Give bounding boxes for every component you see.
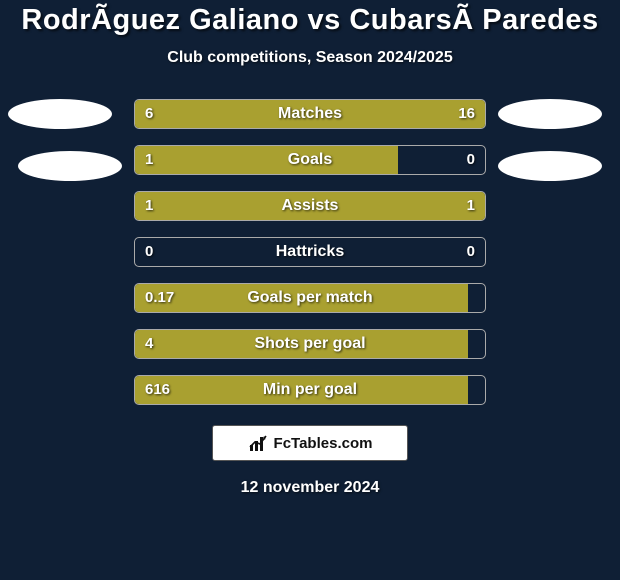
stat-row: 616Min per goal	[134, 375, 486, 405]
player-badge-right-3	[498, 151, 602, 181]
subtitle: Club competitions, Season 2024/2025	[0, 49, 620, 67]
stat-row: 0Hattricks0	[134, 237, 486, 267]
value-right: 1	[467, 192, 475, 221]
brand-badge: FcTables.com	[212, 425, 408, 461]
value-right: 0	[467, 146, 475, 175]
chart-icon	[248, 433, 270, 453]
player-badge-right-1	[498, 99, 602, 129]
page-title: RodrÃ­guez Galiano vs CubarsÃ­ Paredes	[0, 0, 620, 37]
metric-label: Hattricks	[135, 238, 485, 267]
metric-label: Assists	[135, 192, 485, 221]
value-right: 16	[458, 100, 475, 129]
metric-label: Goals per match	[135, 284, 485, 313]
stat-row: 1Goals0	[134, 145, 486, 175]
stat-row: 4Shots per goal	[134, 329, 486, 359]
comparison-chart: 6Matches161Goals01Assists10Hattricks00.1…	[0, 99, 620, 405]
player-badge-left-0	[8, 99, 112, 129]
stat-row: 1Assists1	[134, 191, 486, 221]
date-label: 12 november 2024	[0, 479, 620, 497]
metric-label: Matches	[135, 100, 485, 129]
value-right: 0	[467, 238, 475, 267]
stat-row: 0.17Goals per match	[134, 283, 486, 313]
metric-label: Goals	[135, 146, 485, 175]
stat-row: 6Matches16	[134, 99, 486, 129]
metric-label: Min per goal	[135, 376, 485, 405]
player-badge-left-2	[18, 151, 122, 181]
metric-label: Shots per goal	[135, 330, 485, 359]
brand-text: FcTables.com	[274, 435, 373, 452]
